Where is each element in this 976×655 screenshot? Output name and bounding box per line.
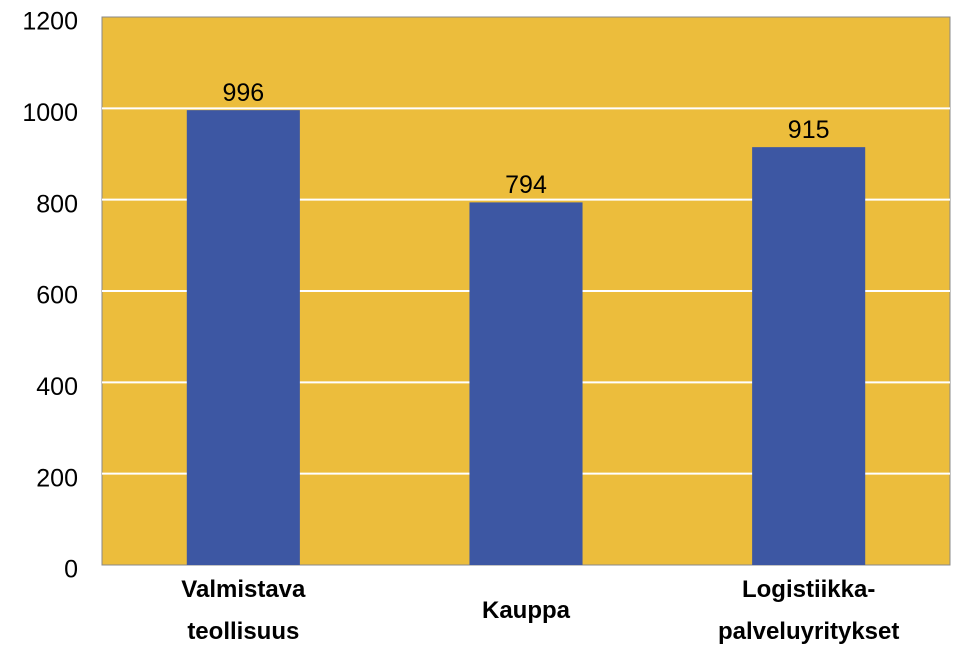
y-tick-label: 400 — [36, 373, 78, 401]
bar — [752, 147, 866, 565]
value-label: 996 — [222, 79, 264, 107]
y-tick-label: 0 — [64, 556, 78, 584]
bar — [186, 110, 300, 565]
y-tick-label: 1000 — [22, 99, 78, 127]
x-tick-label: Valmistava teollisuus — [181, 576, 306, 645]
y-tick-label: 1200 — [22, 8, 78, 36]
value-label: 915 — [788, 116, 830, 144]
x-tick-label: Logistiikka-palveluyritykset — [718, 576, 899, 645]
y-tick-label: 600 — [36, 282, 78, 310]
x-tick-label: Kauppa — [482, 597, 571, 624]
y-tick-label: 200 — [36, 464, 78, 492]
y-tick-label: 800 — [36, 190, 78, 218]
bar — [469, 202, 583, 565]
value-label: 794 — [505, 171, 547, 199]
